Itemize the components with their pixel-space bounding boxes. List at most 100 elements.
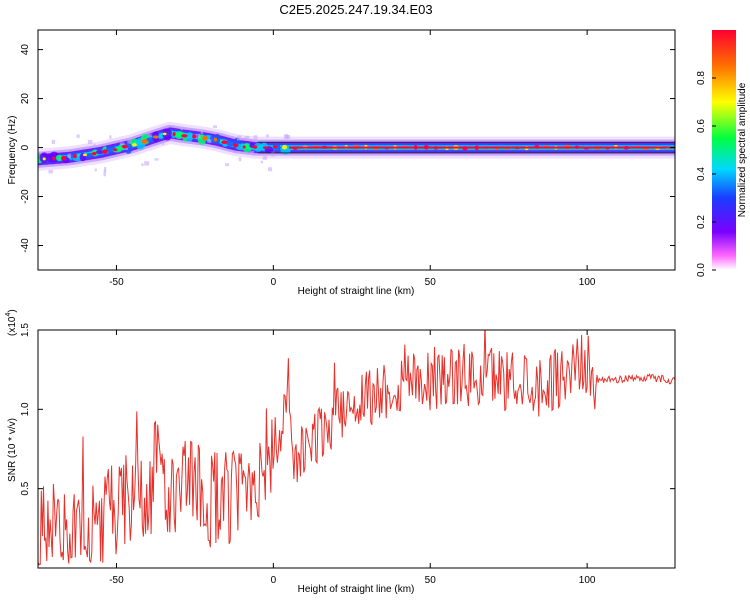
snr-scale-label: (x10 (7, 316, 18, 336)
spectrogram-speck (225, 163, 230, 167)
spectrogram-speck (200, 129, 204, 135)
snr-y-tick-label: 0.5 (20, 481, 31, 495)
snr-frame (37, 329, 676, 569)
spectrogram-peak (132, 143, 137, 147)
colorbar-tick-label: 0.8 (696, 71, 707, 85)
spectrogram-panel: -50 0 50 100 40 20 0 -20 -40 Height of straight… (7, 29, 676, 297)
spectrogram-speck (180, 127, 183, 131)
spectrogram-peak (181, 134, 188, 138)
spectrogram-cell (162, 128, 173, 141)
spectrogram-speck (94, 168, 97, 172)
spectrogram-speck (124, 147, 129, 151)
spectrogram-peak (91, 151, 97, 156)
spectrogram-speck (244, 136, 250, 140)
snr-y-ticks: 0.5 1.0 1.5 (20, 323, 675, 496)
spectrogram-cell (105, 145, 116, 154)
spectrogram-speck (262, 156, 268, 160)
spectrogram-cell (253, 142, 263, 152)
colorbar-tick-label: 0.6 (696, 119, 707, 133)
spectrogram-heatmap (38, 121, 675, 177)
spectrogram-y-tick-label: 40 (20, 44, 31, 56)
spectrogram-peak (252, 145, 258, 149)
spectrogram-speck (237, 135, 242, 141)
spectrogram-x-ticks: -50 0 50 100 (109, 30, 596, 288)
snr-line (38, 330, 675, 566)
spectrogram-peak (213, 137, 218, 142)
spectrogram-speck (162, 142, 165, 146)
spectrogram-x-tick-label: 0 (271, 277, 277, 288)
snr-x-tick-label: 50 (425, 575, 437, 586)
spectrogram-speck (266, 134, 269, 138)
spectrogram-speck (147, 133, 152, 137)
spectrogram-peak (232, 143, 239, 148)
spectrogram-peak (242, 145, 246, 149)
spectrogram-x-label: Height of straight line (km) (298, 286, 415, 297)
spectrogram-speck (271, 151, 275, 157)
spectrogram-cell (242, 142, 252, 153)
spectrogram-speck (260, 160, 264, 164)
snr-y-tick-label: 1.0 (20, 402, 31, 416)
spectrogram-speck (197, 133, 201, 139)
spectrogram-peak (221, 140, 228, 145)
spectrogram-peak (172, 132, 176, 137)
spectrogram-x-tick-label: -50 (109, 277, 124, 288)
spectrogram-peak (141, 139, 148, 144)
spectrogram-speck (144, 161, 150, 166)
spectrogram-peak (121, 144, 128, 149)
spectrogram-cell (55, 154, 64, 162)
spectrogram-x-tick-label: 100 (579, 277, 596, 288)
colorbar-label: Normalized spectral amplitude (737, 82, 748, 217)
snr-x-ticks: -50 0 50 100 (109, 330, 596, 586)
spectrogram-speck (238, 157, 242, 162)
snr-x-label: Height of straight line (km) (298, 584, 415, 595)
spectrogram-y-label: Frequency (Hz) (7, 116, 18, 185)
colorbar-ticks: 0.0 0.2 0.4 0.6 0.8 (696, 71, 716, 277)
spectrogram-speck (267, 167, 273, 172)
spectrogram-speck (109, 135, 112, 139)
spectrogram-frame (37, 29, 676, 271)
snr-scale-factor: (x104) (5, 309, 18, 336)
colorbar-gradient (712, 30, 736, 270)
colorbar-tick-label: 0.4 (696, 167, 707, 181)
colorbar-tick-label: 0.2 (696, 215, 707, 229)
spectrogram-peak (281, 145, 288, 150)
spectrogram-peak (262, 146, 269, 149)
chart-title: C2E5.2025.247.19.34.E03 (279, 2, 432, 17)
spectrogram-y-tick-label: 0 (20, 144, 31, 150)
spectrogram-speck (284, 134, 289, 139)
svg-text:(x104): (x104) (5, 309, 18, 336)
snr-y-label: SNR (10 * v/v) (7, 418, 18, 482)
spectrogram-speck (48, 169, 53, 174)
spectrogram-cell (214, 133, 221, 144)
spectrogram-y-tick-label: 20 (20, 93, 31, 105)
spectrogram-x-tick-label: 50 (425, 277, 437, 288)
spectrogram-speck (67, 153, 72, 158)
spectrogram-peak (273, 145, 278, 149)
spectrogram-speck (164, 125, 169, 129)
spectrogram-cell (186, 132, 194, 142)
spectrogram-peak (73, 153, 77, 159)
spectrogram-peak (162, 132, 167, 136)
spectrogram-speck (103, 169, 107, 173)
snr-y-tick-label: 1.5 (20, 323, 31, 337)
spectrogram-speck (93, 143, 96, 146)
spectrogram-speck (253, 135, 258, 140)
spectrogram-peak (202, 135, 208, 141)
colorbar-tick-label: 0.0 (696, 263, 707, 277)
snr-x-tick-label: 100 (579, 575, 596, 586)
spectrogram-speck (154, 158, 159, 161)
spectrogram-speck (51, 139, 56, 144)
spectrogram-speck (119, 142, 125, 146)
spectrogram-cell (96, 150, 104, 155)
spectrogram-peak (82, 153, 88, 157)
spectrogram-y-tick-label: -40 (20, 238, 31, 253)
spectrogram-speck (103, 171, 106, 177)
snr-scale-exp: 4 (5, 313, 12, 317)
spectrogram-speck (127, 138, 131, 144)
spectrogram-y-ticks: 40 20 0 -20 -40 (20, 44, 675, 253)
spectrogram-peak (61, 156, 66, 161)
spectrogram-speck (249, 150, 255, 155)
spectrogram-cell (174, 131, 184, 140)
